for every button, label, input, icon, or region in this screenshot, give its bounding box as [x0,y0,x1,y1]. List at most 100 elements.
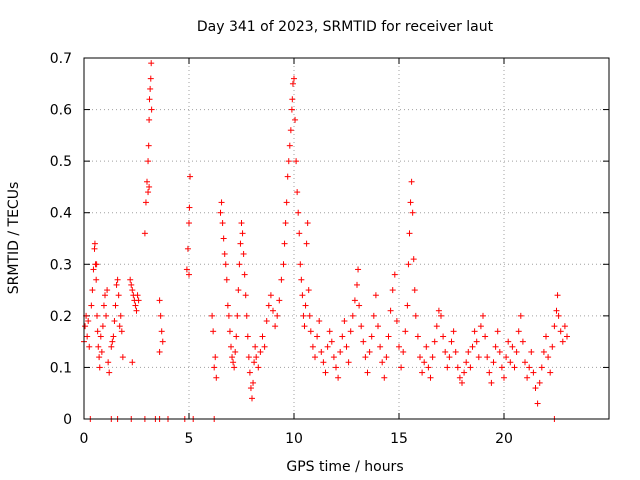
data-point [134,292,141,299]
data-point [245,354,252,361]
data-point [223,276,230,283]
data-point [184,245,191,252]
data-point [385,333,392,340]
data-point [296,230,303,237]
data-point [377,343,384,350]
data-point [270,307,276,314]
y-tick-label: 0.5 [50,154,72,170]
data-point [358,323,365,330]
data-point [433,323,440,330]
data-point [505,338,512,345]
data-point [104,287,111,294]
data-point [241,271,248,278]
data-point [128,281,135,288]
data-point [281,240,288,247]
data-point [545,354,552,361]
data-point [454,364,461,371]
data-point [511,364,518,371]
data-point [287,127,294,134]
data-point [133,307,140,314]
data-point [407,199,414,206]
data-point [513,348,520,355]
data-point [102,292,108,299]
data-point [389,287,396,294]
data-point [82,323,89,330]
data-point [333,364,339,371]
data-point [186,220,192,227]
data-point [398,364,405,371]
data-point [461,369,468,376]
data-point [490,359,497,366]
data-point [555,312,562,319]
data-point [109,338,116,345]
data-point [292,116,299,123]
chart-title: Day 341 of 2023, SRMTID for receiver lau… [197,19,494,35]
data-point [381,374,388,381]
data-point [484,354,491,361]
data-point [549,343,556,350]
data-point [379,359,386,366]
data-point [538,364,545,371]
data-point [554,292,561,299]
data-point [343,343,350,350]
data-point [289,96,296,103]
data-point [96,364,103,371]
data-point [278,276,285,283]
plot-frame [83,57,610,420]
data-point [314,333,321,340]
data-point [186,271,192,278]
data-point [272,323,279,330]
data-point [238,220,245,227]
data-point [372,292,379,299]
data-point [265,302,272,309]
data-point [465,348,472,355]
data-point [409,209,416,216]
data-point [507,359,514,366]
data-point [117,312,124,319]
data-point [226,328,233,335]
data-point [229,354,236,361]
data-point [225,312,232,319]
data-point [440,333,447,340]
data-point [257,348,264,355]
y-tick-label: 0.4 [50,206,72,222]
data-point [475,354,482,361]
data-point [274,312,281,319]
data-point [224,302,231,309]
data-point [522,359,528,366]
data-point [218,199,225,206]
data-point [463,359,470,366]
data-point [237,240,244,247]
data-point [543,333,549,340]
y-tick-label: 0.2 [50,309,72,325]
data-point [217,209,224,216]
data-point [289,80,296,87]
data-point [471,328,478,335]
data-point [91,245,98,252]
data-point [301,323,308,330]
data-point [244,333,251,340]
data-point [417,354,423,361]
x-tick-label: 10 [285,431,303,447]
data-point [144,178,150,185]
data-point [299,292,306,299]
data-point [141,230,148,237]
data-point [261,343,268,350]
data-point [391,271,398,278]
data-point [324,343,331,350]
data-point [446,354,453,361]
data-point [159,338,166,345]
data-point [282,220,289,227]
y-tick-label: 0 [63,412,72,428]
data-point [158,328,165,335]
data-point [94,312,101,319]
data-point [288,106,295,113]
data-point [494,328,501,335]
data-point [247,385,254,392]
data-point [526,364,533,371]
data-point [186,204,193,211]
data-point [146,116,153,123]
data-point [240,250,247,257]
data-point [553,307,560,314]
data-point [528,348,535,355]
